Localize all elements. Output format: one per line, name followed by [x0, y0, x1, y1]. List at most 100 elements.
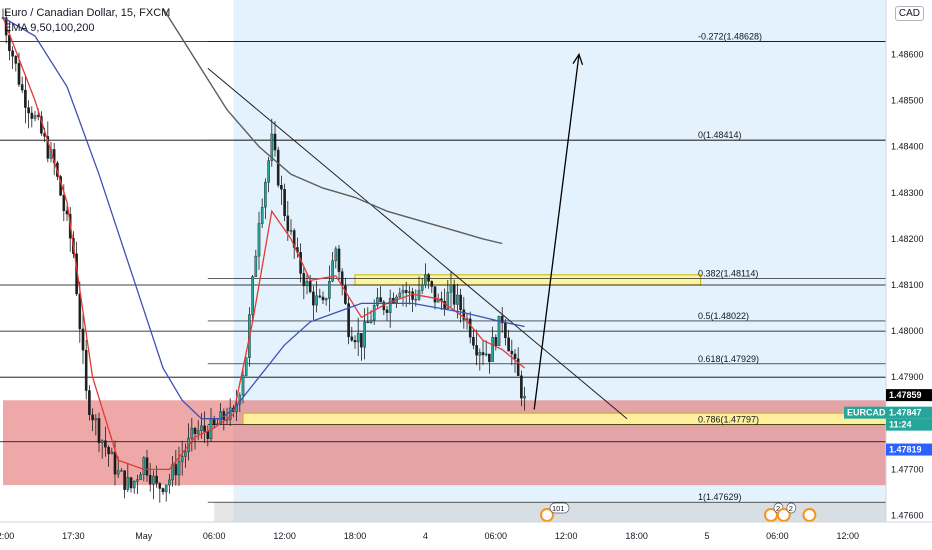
candle-body [385, 309, 389, 313]
candle-body [286, 215, 290, 232]
candle-body [228, 407, 232, 420]
candle-body [369, 319, 373, 323]
projection-arrow[interactable] [533, 54, 580, 410]
candle-body [510, 350, 514, 355]
candle-body [17, 63, 21, 85]
currency-button[interactable]: CAD [894, 6, 924, 21]
candle-body [14, 56, 18, 64]
x-tick-label: 18:00 [625, 531, 648, 541]
x-tick-label: 18:00 [344, 531, 367, 541]
candle-body [107, 447, 110, 455]
candle-body [200, 425, 203, 431]
event-marker[interactable] [540, 508, 554, 522]
trendline[interactable] [207, 67, 628, 420]
candle-body [462, 309, 466, 320]
candle-body [120, 470, 123, 472]
plot-area[interactable]: -0.272(1.48628) 0(1.48414) 0.382(1.48114) 0… [0, 0, 886, 522]
resistance-zone [354, 274, 702, 286]
candle-body [244, 357, 248, 376]
candle-body [46, 136, 50, 159]
candle-body [328, 281, 331, 299]
candle-body [24, 89, 27, 108]
candle-body [110, 451, 114, 455]
price-tag-label: 1.47847 [889, 408, 922, 418]
candle-body [91, 414, 94, 421]
projection-arrowhead [572, 52, 584, 66]
x-tick-label: 5 [704, 531, 709, 541]
candle-body [280, 185, 283, 190]
price-tag [886, 443, 932, 456]
candle-body [500, 315, 504, 324]
candle-body [142, 457, 146, 475]
x-tick-label: 4 [423, 531, 428, 541]
candle-body [424, 274, 427, 286]
event-marker[interactable] [776, 508, 791, 522]
candle-body [88, 390, 91, 415]
event-marker[interactable] [802, 508, 817, 522]
candle-body [312, 291, 315, 306]
candle-body [196, 430, 200, 434]
candle-body [113, 451, 117, 475]
y-tick-label: 1.48000 [891, 326, 924, 336]
candle-body [235, 404, 238, 413]
candle-body [452, 284, 456, 305]
candle-body [267, 160, 270, 183]
candle-body [376, 297, 379, 306]
candle-body [36, 115, 40, 117]
candle-body [481, 352, 485, 356]
candle-body [411, 291, 414, 300]
x-tick-label: 17:30 [62, 531, 85, 541]
candle-body [257, 223, 261, 257]
candle-body [497, 315, 501, 346]
candle-body [132, 481, 136, 489]
x-tick-label: 06:00 [766, 531, 789, 541]
candle-body [337, 248, 341, 272]
candle-body [347, 303, 350, 338]
candle-body [148, 475, 152, 485]
fib-level-label: 0.786(1.47797) [698, 415, 759, 425]
y-tick-label: 1.48200 [891, 234, 924, 244]
candle-body [334, 248, 338, 261]
y-tick-label: 1.47900 [891, 372, 924, 382]
event-badge [786, 502, 797, 514]
ema-line-ema-50 [2, 16, 525, 420]
fib-level-label: 0.5(1.48022) [698, 311, 749, 321]
candle-body [251, 276, 254, 315]
candle-body [488, 353, 491, 362]
candle-body [468, 318, 472, 338]
candle-body [152, 475, 155, 485]
candle-body [302, 273, 306, 287]
candle-body [420, 284, 424, 291]
candle-body [516, 358, 520, 376]
candle-body [177, 461, 181, 476]
candle-body [123, 470, 126, 490]
candle-body [273, 133, 277, 151]
candle-body [446, 292, 450, 310]
candle-body [507, 337, 510, 352]
candle-body [126, 477, 130, 490]
candle-body [164, 484, 168, 493]
event-badge [549, 502, 570, 514]
x-tick-label: 06:00 [485, 531, 508, 541]
candle-body [136, 479, 139, 482]
y-tick-label: 1.48600 [891, 49, 924, 59]
candle-body [270, 133, 274, 161]
candle-body [308, 280, 312, 293]
candle-body [475, 345, 478, 356]
y-tick-label: 1.48500 [891, 96, 924, 106]
candle-body [356, 333, 360, 343]
x-tick-label: 12:00 [273, 531, 296, 541]
candle-body [33, 115, 37, 119]
candle-body [430, 281, 434, 287]
candle-body [520, 375, 523, 399]
candle-body [264, 181, 267, 208]
candle-body [299, 252, 302, 274]
candle-body [11, 50, 14, 57]
y-tick-label: 1.48100 [891, 280, 924, 290]
candle-body [241, 375, 245, 396]
candle-body [30, 112, 34, 119]
y-tick-label: 1.47700 [891, 464, 924, 474]
candle-body [180, 456, 184, 462]
